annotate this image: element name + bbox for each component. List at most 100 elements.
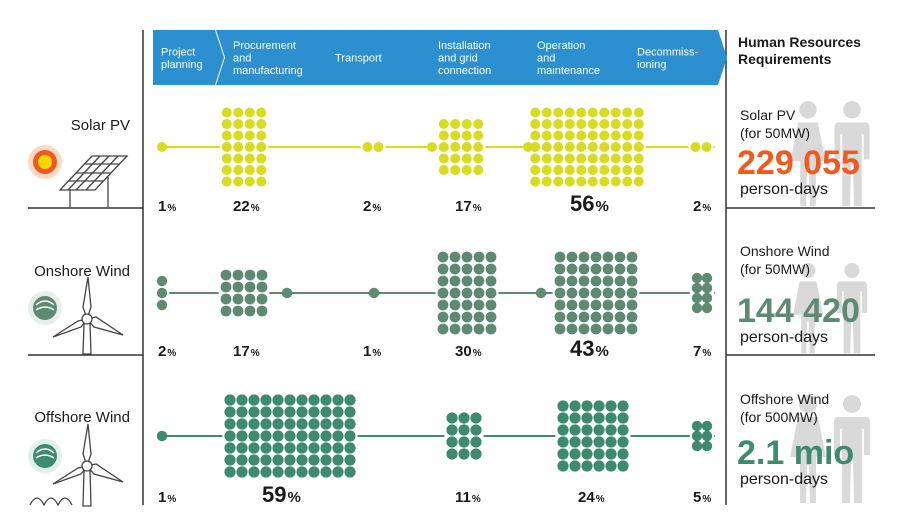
dot bbox=[578, 323, 590, 335]
dot bbox=[564, 165, 575, 175]
dot bbox=[260, 442, 272, 454]
dot-cluster-project-planning bbox=[156, 430, 168, 442]
dot bbox=[461, 165, 472, 175]
row-offshore-wind bbox=[156, 392, 715, 480]
dot bbox=[581, 400, 593, 412]
dot bbox=[272, 406, 284, 418]
dot bbox=[220, 269, 232, 281]
dot bbox=[581, 424, 593, 436]
dot bbox=[272, 430, 284, 442]
dot bbox=[564, 130, 575, 141]
dot bbox=[438, 142, 449, 152]
dot bbox=[244, 142, 255, 152]
dot bbox=[530, 165, 541, 175]
dot bbox=[599, 176, 610, 187]
stage-header: ProjectplanningProcurementandmanufacturi… bbox=[153, 30, 727, 85]
dot bbox=[581, 460, 593, 472]
dot bbox=[446, 448, 458, 460]
stage-label: Project bbox=[161, 46, 195, 58]
dot bbox=[461, 311, 473, 323]
dot bbox=[602, 251, 614, 263]
dot bbox=[450, 130, 461, 141]
dot bbox=[610, 142, 621, 152]
dot bbox=[473, 311, 485, 323]
dot-cluster-operation bbox=[528, 105, 646, 189]
dot bbox=[541, 153, 552, 164]
dot bbox=[614, 299, 626, 311]
dot bbox=[260, 466, 272, 478]
dot bbox=[308, 442, 320, 454]
dot bbox=[691, 272, 703, 284]
dot bbox=[320, 406, 332, 418]
dot bbox=[284, 466, 296, 478]
dot bbox=[626, 299, 638, 311]
dot bbox=[461, 275, 473, 287]
dot bbox=[633, 130, 644, 141]
dot bbox=[530, 130, 541, 141]
dot bbox=[614, 263, 626, 275]
dot bbox=[566, 287, 578, 299]
dot bbox=[248, 430, 260, 442]
dot bbox=[602, 287, 614, 299]
dot bbox=[272, 466, 284, 478]
stage-chevron bbox=[216, 30, 328, 85]
dot bbox=[599, 130, 610, 141]
person-silhouette bbox=[836, 263, 868, 354]
dot bbox=[461, 323, 473, 335]
dot bbox=[470, 436, 482, 448]
dot bbox=[224, 406, 236, 418]
dot bbox=[590, 275, 602, 287]
dot bbox=[332, 430, 344, 442]
dot bbox=[473, 299, 485, 311]
dot bbox=[622, 153, 633, 164]
stage-chevron bbox=[520, 30, 630, 85]
dot bbox=[593, 436, 605, 448]
dot bbox=[344, 394, 356, 406]
dot bbox=[610, 107, 621, 118]
dot bbox=[296, 430, 308, 442]
dot bbox=[449, 323, 461, 335]
dot bbox=[156, 287, 168, 299]
stage-label: Operation bbox=[537, 40, 585, 52]
person-silhouette bbox=[834, 101, 870, 207]
dot bbox=[320, 466, 332, 478]
stage-chevron bbox=[421, 30, 530, 85]
dot bbox=[564, 153, 575, 164]
stage-label: connection bbox=[438, 65, 491, 77]
dot bbox=[221, 107, 232, 118]
dot bbox=[308, 430, 320, 442]
dot bbox=[233, 130, 244, 141]
dot bbox=[232, 281, 244, 293]
dot bbox=[281, 287, 293, 299]
dot bbox=[320, 454, 332, 466]
dot bbox=[701, 420, 713, 432]
dot bbox=[541, 119, 552, 129]
dot bbox=[437, 251, 449, 263]
dot bbox=[593, 424, 605, 436]
stage-label: Procurement bbox=[233, 40, 296, 52]
dot bbox=[437, 287, 449, 299]
dot bbox=[633, 176, 644, 187]
dot bbox=[221, 130, 232, 141]
dot bbox=[244, 269, 256, 281]
dot bbox=[332, 406, 344, 418]
dot bbox=[284, 418, 296, 430]
dot bbox=[156, 299, 168, 311]
dot bbox=[605, 448, 617, 460]
dot bbox=[344, 418, 356, 430]
dot bbox=[553, 165, 564, 175]
dot bbox=[284, 454, 296, 466]
dot bbox=[554, 287, 566, 299]
dot bbox=[256, 305, 268, 317]
dot bbox=[553, 130, 564, 141]
dot bbox=[308, 394, 320, 406]
dot bbox=[701, 142, 712, 152]
person-silhouette bbox=[792, 263, 824, 354]
dot bbox=[233, 119, 244, 129]
hr-onshore-unit: person-days bbox=[740, 329, 828, 346]
dot bbox=[602, 275, 614, 287]
dot bbox=[576, 107, 587, 118]
dot bbox=[461, 251, 473, 263]
